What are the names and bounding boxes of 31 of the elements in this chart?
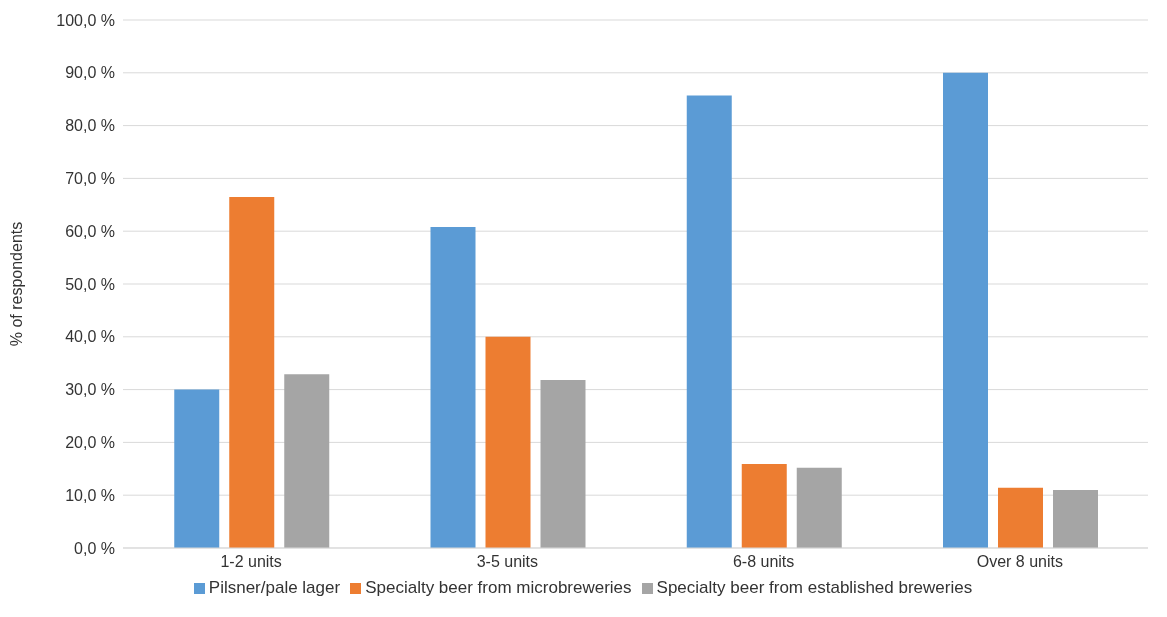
y-tick-label: 100,0 %	[56, 11, 115, 29]
bar	[943, 72, 988, 548]
y-tick-label: 90,0 %	[65, 64, 115, 82]
bar	[485, 336, 531, 548]
legend-label: Pilsner/pale lager	[208, 578, 341, 597]
y-tick-label: 30,0 %	[65, 381, 115, 399]
bar	[284, 374, 330, 548]
y-tick-label: 80,0 %	[65, 117, 115, 135]
y-tick-label: 40,0 %	[65, 328, 115, 346]
y-tick-label: 50,0 %	[65, 275, 115, 293]
bar	[229, 196, 275, 548]
x-tick-label: 6-8 units	[732, 553, 795, 571]
x-tick-label: 1-2 units	[220, 553, 282, 571]
y-tick-label: 0,0 %	[74, 539, 115, 557]
bar	[1053, 489, 1098, 548]
y-axis-title: % of respondents	[7, 221, 25, 347]
y-tick-label: 10,0 %	[65, 486, 115, 504]
y-tick-label: 60,0 %	[65, 222, 115, 240]
y-tick-label: 70,0 %	[65, 170, 115, 188]
x-tick-label: 3-5 units	[476, 553, 539, 571]
bar	[174, 389, 220, 548]
legend-label: Specialty beer from microbreweries	[365, 578, 632, 597]
bar	[998, 487, 1043, 548]
bar	[686, 95, 732, 548]
bar	[540, 380, 586, 548]
bar	[796, 467, 842, 548]
y-tick-label: 20,0 %	[65, 434, 115, 452]
x-tick-label: Over 8 units	[976, 553, 1064, 571]
bar	[741, 464, 787, 548]
legend-label: Specialty beer from established breweries	[656, 578, 973, 597]
bar	[430, 226, 476, 548]
